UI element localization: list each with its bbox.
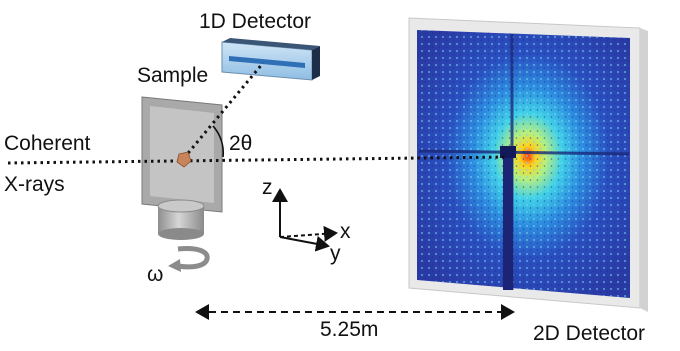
curved-arrow-icon <box>168 246 210 272</box>
coordinate-axes <box>272 188 338 252</box>
2d-detector <box>408 17 648 312</box>
label-beam-line2: X-rays <box>4 173 65 196</box>
label-axis-z: z <box>262 176 273 199</box>
scattered-beam <box>182 62 265 159</box>
beamstop-arm <box>503 150 513 290</box>
label-2d-detector: 2D Detector <box>533 322 645 345</box>
detector-strip <box>229 56 305 68</box>
angle-arc <box>212 125 225 158</box>
sample-stage <box>141 96 223 240</box>
label-1d-detector: 1D Detector <box>199 10 311 33</box>
beamstop <box>500 146 516 158</box>
detector-gap-horizontal <box>418 149 630 156</box>
label-rotation: ω <box>147 263 163 286</box>
label-axis-x: x <box>340 220 351 243</box>
incident-beam <box>7 155 506 165</box>
label-distance: 5.25m <box>320 318 378 341</box>
label-axis-y: y <box>330 242 341 265</box>
1d-detector <box>221 38 320 81</box>
sample-crystal <box>176 151 192 168</box>
label-angle: 2θ <box>229 132 252 155</box>
label-sample: Sample <box>137 64 208 87</box>
label-beam-line1: Coherent <box>4 132 91 155</box>
